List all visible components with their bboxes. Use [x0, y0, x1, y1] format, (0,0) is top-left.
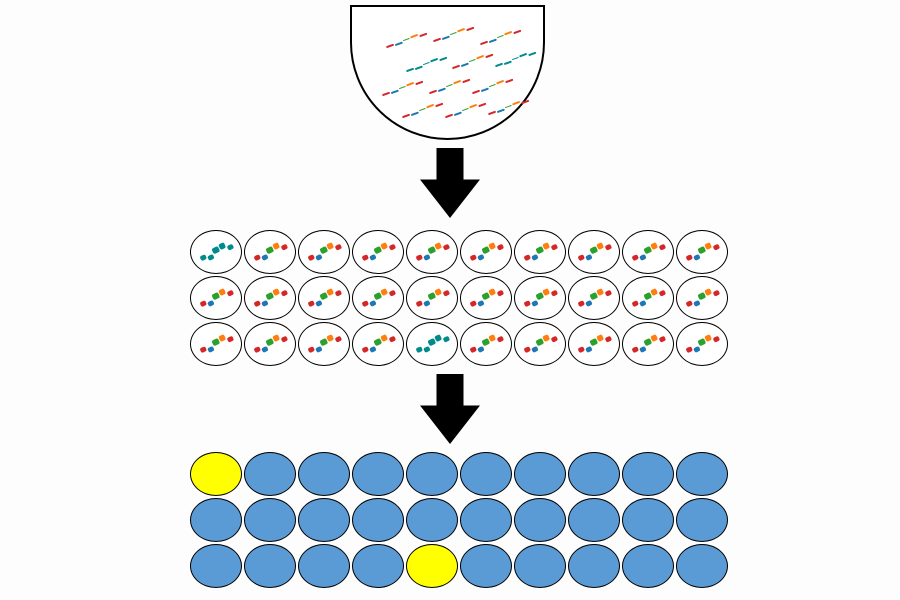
well: [190, 322, 242, 366]
well: [190, 230, 242, 274]
well-default: [622, 544, 674, 588]
dna-fragment-multi: [410, 231, 454, 272]
well-default: [352, 498, 404, 542]
dna-fragment-multi: [572, 231, 616, 272]
well-default: [622, 498, 674, 542]
well-default: [190, 498, 242, 542]
sample-vessel: [350, 5, 545, 140]
well-default: [676, 498, 728, 542]
well: [244, 322, 296, 366]
well: [190, 276, 242, 320]
well: [406, 276, 458, 320]
well-default: [244, 498, 296, 542]
well-default: [352, 452, 404, 496]
well-default: [514, 498, 566, 542]
well-default: [298, 452, 350, 496]
well: [298, 322, 350, 366]
dna-fragment-multi: [464, 277, 508, 318]
well-highlight: [190, 452, 242, 496]
well: [622, 276, 674, 320]
well-default: [406, 498, 458, 542]
dna-fragment-multi: [626, 231, 670, 272]
well-default: [676, 452, 728, 496]
dna-fragment-teal: [194, 231, 238, 272]
well: [298, 276, 350, 320]
dna-fragment-multi: [194, 323, 238, 364]
dna-fragment-multi: [464, 231, 508, 272]
well: [460, 276, 512, 320]
well-default: [244, 544, 296, 588]
well-default: [298, 544, 350, 588]
dna-fragment-multi: [464, 323, 508, 364]
well: [514, 230, 566, 274]
well-default: [406, 452, 458, 496]
dna-fragment-multi: [572, 323, 616, 364]
dna-fragment-multi: [518, 231, 562, 272]
well-default: [298, 498, 350, 542]
well-default: [244, 452, 296, 496]
dna-fragment-multi: [302, 277, 346, 318]
well-default: [676, 544, 728, 588]
well: [568, 276, 620, 320]
dna-fragment-multi: [356, 231, 400, 272]
well: [406, 230, 458, 274]
well-default: [460, 452, 512, 496]
dna-fragment-multi: [626, 323, 670, 364]
well: [676, 276, 728, 320]
well: [244, 230, 296, 274]
dna-fragment-multi: [680, 323, 724, 364]
well: [460, 230, 512, 274]
well: [514, 276, 566, 320]
dna-fragment-multi: [302, 231, 346, 272]
well: [352, 322, 404, 366]
well: [406, 322, 458, 366]
well: [622, 322, 674, 366]
dna-fragment-multi: [518, 323, 562, 364]
well-default: [568, 452, 620, 496]
well: [568, 322, 620, 366]
well-default: [460, 498, 512, 542]
well: [622, 230, 674, 274]
dna-fragment-multi: [680, 231, 724, 272]
dna-fragment-multi: [248, 277, 292, 318]
dna-fragment-multi: [248, 323, 292, 364]
dna-fragment-multi: [572, 277, 616, 318]
well-default: [190, 544, 242, 588]
well-default: [460, 544, 512, 588]
dna-fragment-multi: [410, 277, 454, 318]
diagram-canvas: [0, 0, 900, 600]
dna-fragment-multi: [302, 323, 346, 364]
well: [514, 322, 566, 366]
dna-fragment-multi: [356, 277, 400, 318]
dna-fragment-teal: [410, 323, 454, 364]
well-default: [514, 452, 566, 496]
dna-fragment-multi: [356, 323, 400, 364]
dna-fragment-multi: [680, 277, 724, 318]
dna-fragment-multi: [248, 231, 292, 272]
well: [352, 276, 404, 320]
well-default: [622, 452, 674, 496]
well: [568, 230, 620, 274]
dna-fragment-multi: [194, 277, 238, 318]
well: [298, 230, 350, 274]
well-grid-result: [190, 452, 728, 588]
well-default: [352, 544, 404, 588]
well-default: [568, 498, 620, 542]
well: [244, 276, 296, 320]
dna-fragment-multi: [518, 277, 562, 318]
well-default: [568, 544, 620, 588]
arrow-down-2: [420, 374, 480, 444]
well: [460, 322, 512, 366]
well-default: [514, 544, 566, 588]
well-highlight: [406, 544, 458, 588]
dna-fragment-multi: [626, 277, 670, 318]
well: [352, 230, 404, 274]
well-grid-separated: [190, 230, 728, 366]
well: [676, 322, 728, 366]
arrow-down-1: [420, 148, 480, 218]
well: [676, 230, 728, 274]
